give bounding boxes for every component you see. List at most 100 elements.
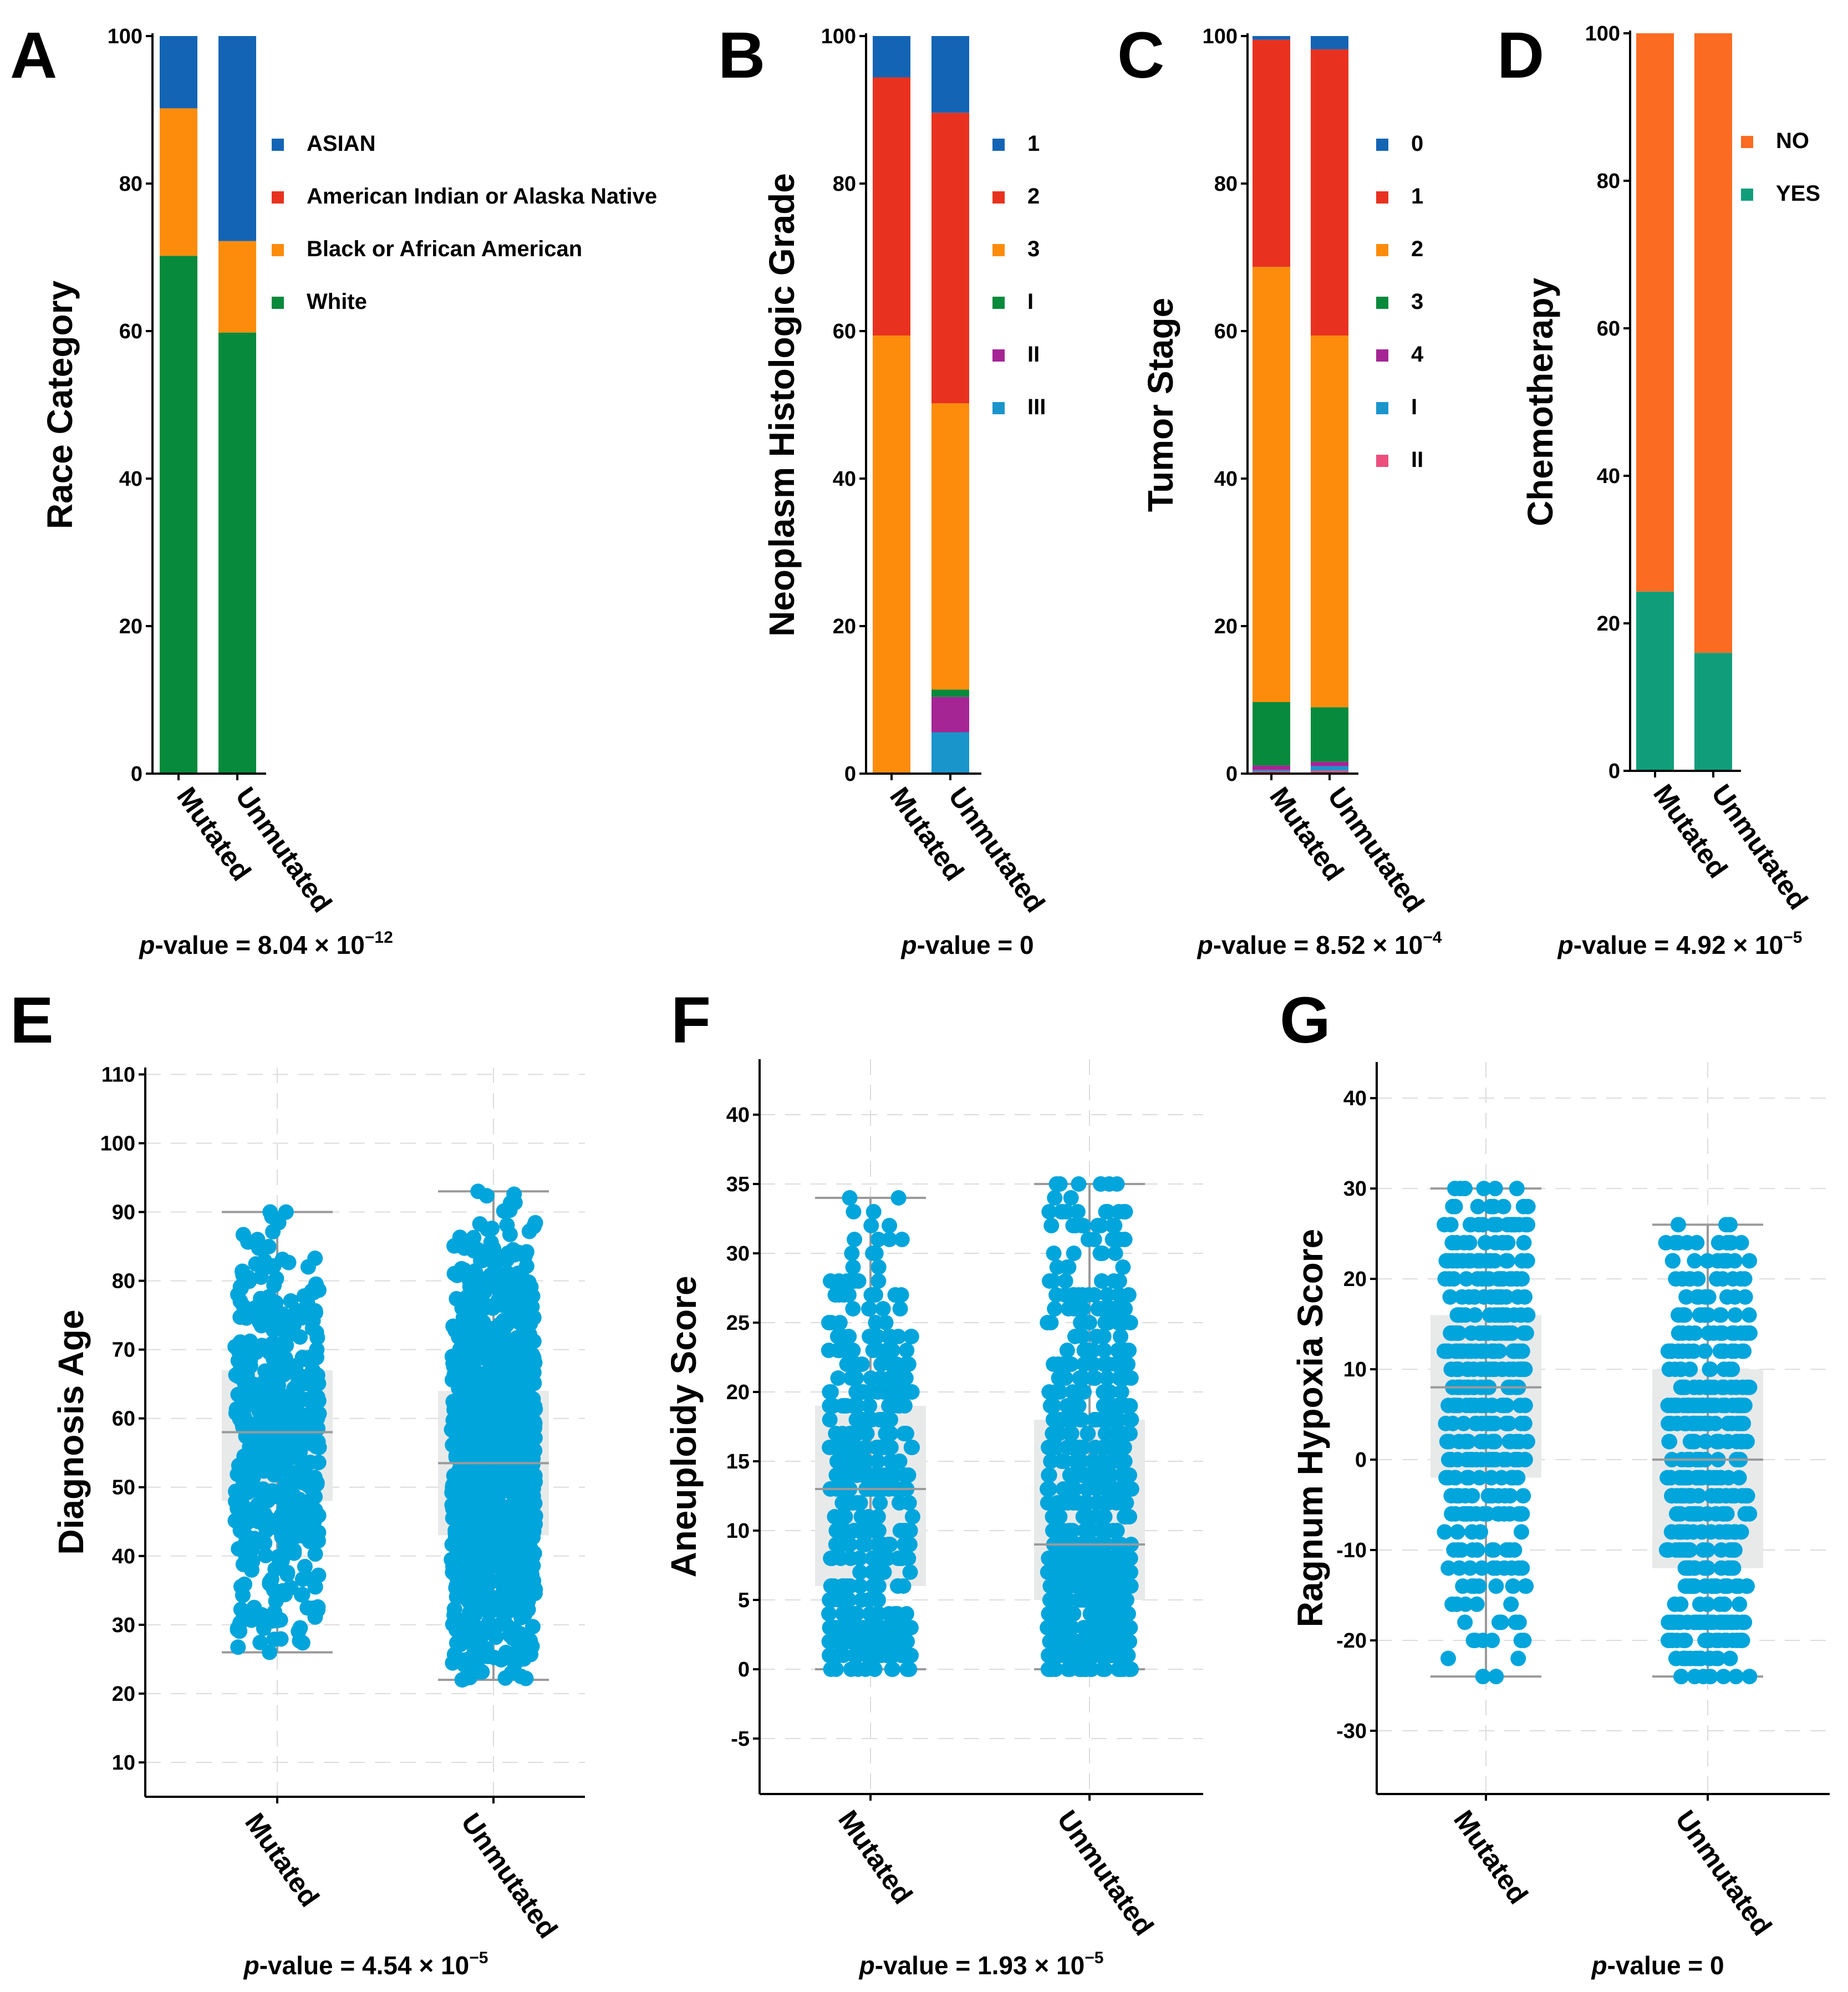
data-point xyxy=(1458,1596,1474,1612)
data-point xyxy=(1111,1204,1127,1219)
x-tick-label: Mutated xyxy=(832,1805,919,1909)
data-point xyxy=(1063,1412,1079,1427)
data-point xyxy=(526,1414,542,1430)
data-point xyxy=(287,1306,303,1322)
data-point xyxy=(1662,1434,1678,1450)
data-point xyxy=(1073,1370,1089,1386)
data-point xyxy=(838,1398,854,1414)
data-point xyxy=(477,1477,493,1493)
bar-unmutated-2 xyxy=(931,113,969,404)
data-point xyxy=(1715,1271,1731,1287)
bar-mutated-1 xyxy=(873,36,910,78)
data-point xyxy=(865,1287,881,1303)
data-point xyxy=(883,1343,899,1358)
data-point xyxy=(1111,1287,1127,1303)
data-point xyxy=(1715,1506,1731,1522)
data-point xyxy=(1673,1361,1689,1378)
data-point xyxy=(1725,1614,1741,1630)
data-point xyxy=(830,1648,846,1663)
data-point xyxy=(1455,1415,1472,1431)
data-point xyxy=(240,1376,256,1392)
data-point xyxy=(478,1188,495,1204)
data-point xyxy=(1469,1271,1485,1287)
data-point xyxy=(1061,1301,1077,1317)
data-point xyxy=(1449,1361,1465,1378)
panel-E: E 10 20 30 40 50 60 70 80 90 100 110 Mutated Unmutate… xyxy=(10,984,585,1980)
data-point xyxy=(459,1395,475,1411)
data-point xyxy=(1101,1398,1117,1414)
data-point xyxy=(1122,1426,1138,1441)
data-point xyxy=(1062,1648,1078,1663)
legend-swatch xyxy=(1376,139,1388,151)
data-point xyxy=(1501,1415,1517,1431)
data-point xyxy=(1438,1343,1454,1359)
data-point xyxy=(505,1376,521,1392)
data-point xyxy=(1713,1560,1729,1576)
data-point xyxy=(1699,1632,1715,1648)
data-point xyxy=(1460,1361,1477,1378)
data-point xyxy=(1485,1560,1501,1576)
data-point xyxy=(1477,1343,1493,1359)
data-point xyxy=(878,1620,894,1635)
x-tick-label: Unmutated xyxy=(230,781,338,918)
y-tick-label: 100 xyxy=(1203,25,1238,48)
data-point xyxy=(1739,1325,1755,1341)
data-point xyxy=(1475,1669,1491,1685)
legend-label: I xyxy=(1027,289,1034,314)
data-point xyxy=(824,1551,840,1566)
data-point xyxy=(266,1632,282,1648)
data-point xyxy=(1083,1661,1099,1677)
data-point xyxy=(1682,1560,1698,1576)
data-point xyxy=(467,1606,483,1622)
data-point xyxy=(502,1226,518,1242)
y-tick-label: 0 xyxy=(1226,763,1238,786)
data-point xyxy=(300,1259,316,1275)
data-point xyxy=(1706,1578,1722,1594)
y-tick-label: 30 xyxy=(726,1242,750,1266)
data-point xyxy=(1508,1614,1524,1630)
data-point xyxy=(1661,1415,1677,1431)
data-point xyxy=(1462,1234,1478,1251)
data-point xyxy=(893,1287,909,1303)
data-point xyxy=(273,1557,289,1573)
legend-swatch xyxy=(992,297,1005,309)
data-point xyxy=(1673,1470,1689,1486)
data-point xyxy=(1691,1506,1707,1522)
data-point xyxy=(903,1440,919,1455)
data-point xyxy=(457,1410,473,1426)
legend-label: Black or African American xyxy=(307,237,582,261)
data-point xyxy=(1729,1434,1745,1450)
data-point xyxy=(1737,1289,1753,1305)
data-point xyxy=(1473,1524,1489,1540)
data-point xyxy=(1677,1415,1693,1431)
data-point xyxy=(1443,1217,1459,1233)
data-point xyxy=(1114,1495,1130,1511)
legend-swatch xyxy=(1741,189,1753,201)
data-point xyxy=(1047,1592,1063,1608)
bar-unmutated-ii xyxy=(931,697,969,733)
data-point xyxy=(1043,1315,1059,1330)
data-point xyxy=(1052,1509,1068,1525)
p-value-label: p-value = 4.92 × 10−5 xyxy=(1557,928,1803,959)
data-point xyxy=(894,1232,910,1247)
data-point xyxy=(1077,1495,1093,1511)
data-point xyxy=(1049,1259,1065,1275)
data-point xyxy=(1729,1632,1745,1648)
data-point xyxy=(829,1467,845,1483)
y-tick-label: 40 xyxy=(1343,1087,1367,1110)
legend-label: III xyxy=(1027,395,1046,419)
data-point xyxy=(1122,1634,1138,1649)
data-point xyxy=(1449,1253,1465,1269)
data-point xyxy=(246,1340,262,1356)
y-axis-title: Chemotherapy xyxy=(1520,278,1560,527)
data-point xyxy=(482,1573,498,1589)
data-point xyxy=(1733,1415,1749,1431)
data-point xyxy=(821,1606,837,1622)
p-value-exponent: −12 xyxy=(365,928,393,947)
data-point xyxy=(1462,1560,1478,1576)
y-tick-label: 110 xyxy=(101,1063,135,1086)
data-point xyxy=(1514,1253,1530,1269)
data-point xyxy=(1730,1398,1747,1414)
y-tick-label: 100 xyxy=(1585,22,1620,45)
legend-swatch xyxy=(992,191,1005,204)
